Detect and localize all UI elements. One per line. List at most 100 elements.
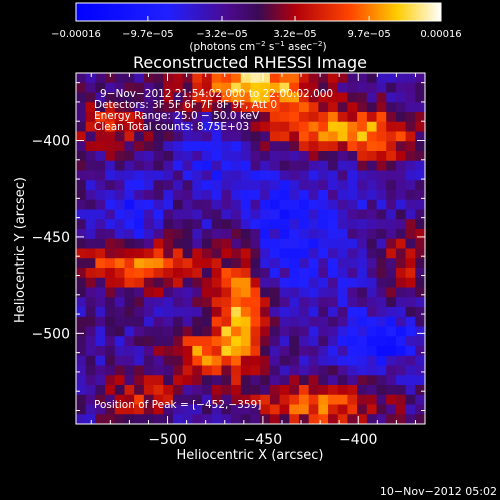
heatmap-cell xyxy=(337,180,349,191)
heatmap-cell xyxy=(269,355,281,367)
info-line-time: 9−Nov−2012 21:54:02.000 to 22:00:02.000 xyxy=(100,88,333,100)
heatmap-cell xyxy=(76,170,87,181)
heatmap-cell xyxy=(328,385,339,396)
heatmap-cell xyxy=(105,258,116,269)
heatmap-cell xyxy=(395,326,407,337)
observation-info: 9−Nov−2012 21:54:02.000 to 22:00:02.000 … xyxy=(94,88,333,133)
heatmap-cell xyxy=(318,346,329,357)
heatmap-cell xyxy=(240,258,252,269)
heatmap-cell xyxy=(337,219,349,230)
heatmap-cell xyxy=(76,336,87,347)
heatmap-cell xyxy=(114,375,126,386)
heatmap-cell xyxy=(347,268,358,279)
heatmap-cell xyxy=(415,268,425,279)
heatmap-cell xyxy=(318,287,329,298)
heatmap-cell xyxy=(143,297,155,308)
heatmap-cell xyxy=(192,316,203,328)
heatmap-cell xyxy=(415,209,425,220)
heatmap-cell xyxy=(395,180,407,191)
heatmap-cell xyxy=(347,131,358,142)
unit-exp-cm: −2 xyxy=(255,40,265,48)
heatmap-cell xyxy=(231,151,242,162)
heatmap-cell xyxy=(298,199,310,211)
heatmap-cell xyxy=(134,385,145,396)
heatmap-cell xyxy=(85,336,96,347)
heatmap-cell xyxy=(366,277,378,289)
heatmap-cell xyxy=(202,131,213,142)
heatmap-cell xyxy=(405,170,416,181)
heatmap-cell xyxy=(172,170,184,181)
heatmap-cell xyxy=(395,414,407,424)
heatmap-cell xyxy=(163,385,174,396)
heatmap-cell xyxy=(95,326,106,337)
heatmap-cell xyxy=(376,297,387,308)
heatmap-cell xyxy=(85,365,96,376)
heatmap-cell xyxy=(376,112,387,123)
heatmap-cell xyxy=(202,375,213,386)
heatmap-cell xyxy=(163,268,174,279)
heatmap-cell xyxy=(308,404,319,415)
heatmap-cell xyxy=(124,336,135,347)
heatmap-cell xyxy=(298,92,310,103)
heatmap-cell xyxy=(134,277,145,289)
heatmap-cell xyxy=(192,297,203,308)
heatmap-cell xyxy=(105,287,116,298)
heatmap-cell xyxy=(114,199,126,211)
heatmap-cell xyxy=(405,316,416,328)
heatmap-cell xyxy=(221,385,232,396)
heatmap-cell xyxy=(172,277,184,289)
heatmap-cell xyxy=(250,112,261,123)
heatmap-cell xyxy=(337,238,349,250)
heatmap-cell xyxy=(289,180,300,191)
heatmap-cell xyxy=(85,190,96,201)
heatmap-cell xyxy=(308,414,319,424)
heatmap-cell xyxy=(260,73,271,84)
heatmap-cell xyxy=(202,190,213,201)
heatmap-cell xyxy=(85,268,96,279)
heatmap-cell xyxy=(105,238,116,250)
heatmap-cell xyxy=(211,258,223,269)
heatmap-cell xyxy=(298,151,310,162)
heatmap-cell xyxy=(221,199,232,211)
heatmap-cell xyxy=(279,394,290,406)
heatmap-cell xyxy=(395,131,407,142)
heatmap-cell xyxy=(231,190,242,201)
heatmap-cell xyxy=(202,151,213,162)
heatmap-cell xyxy=(269,73,281,84)
heatmap-cell xyxy=(114,160,126,172)
heatmap-cell xyxy=(357,336,368,347)
heatmap-cell xyxy=(143,141,155,152)
heatmap-cell xyxy=(95,394,106,406)
heatmap-cell xyxy=(298,355,310,367)
heatmap-cell xyxy=(308,229,319,240)
heatmap-cell xyxy=(221,238,232,250)
heatmap-cell xyxy=(308,238,319,250)
heatmap-cell xyxy=(328,268,339,279)
heatmap-cell xyxy=(76,326,87,337)
heatmap-cell xyxy=(260,151,271,162)
heatmap-cell xyxy=(347,336,358,347)
heatmap-cell xyxy=(415,326,425,337)
heatmap-cell xyxy=(289,92,300,103)
heatmap-cell xyxy=(114,151,126,162)
heatmap-cell xyxy=(182,170,193,181)
heatmap-cell xyxy=(269,229,281,240)
heatmap-cell xyxy=(192,121,203,133)
heatmap-cell xyxy=(211,131,223,142)
heatmap-cell xyxy=(114,385,126,396)
heatmap-cell xyxy=(153,102,164,113)
heatmap-cell xyxy=(405,277,416,289)
heatmap-cell xyxy=(240,277,252,289)
heatmap-cell xyxy=(114,316,126,328)
heatmap-cell xyxy=(95,297,106,308)
heatmap-cell xyxy=(376,385,387,396)
heatmap-cell xyxy=(172,121,184,133)
heatmap-cell xyxy=(395,307,407,318)
heatmap-cell xyxy=(221,365,232,376)
heatmap-cell xyxy=(366,297,378,308)
heatmap-cell xyxy=(279,180,290,191)
heatmap-cell xyxy=(366,121,378,133)
heatmap-cell xyxy=(105,229,116,240)
heatmap-cell xyxy=(240,199,252,211)
heatmap-cell xyxy=(308,180,319,191)
